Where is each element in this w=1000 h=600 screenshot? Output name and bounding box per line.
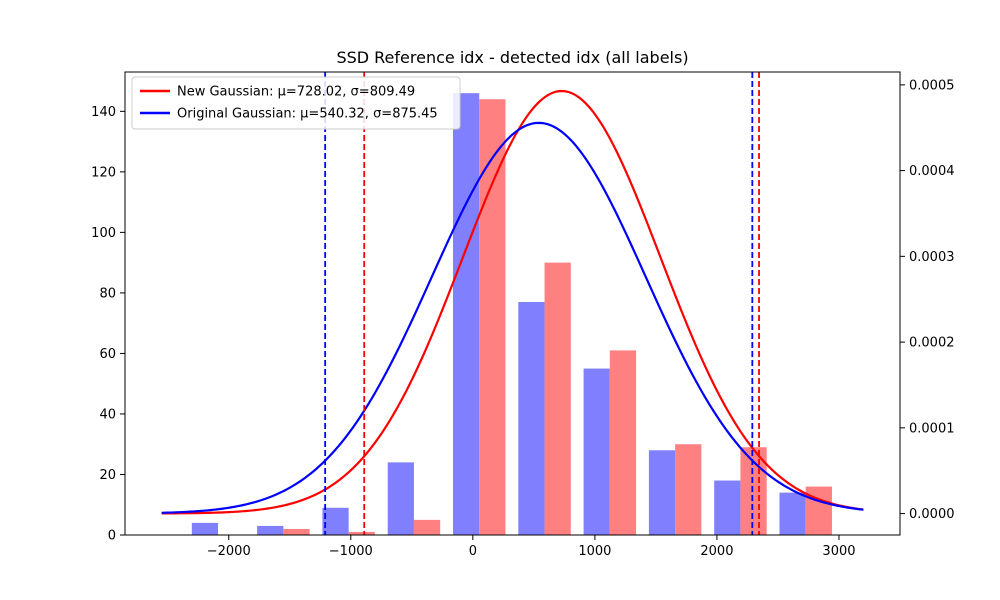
y-tick-label: 120 bbox=[91, 165, 116, 180]
legend-label: New Gaussian: μ=728.02, σ=809.49 bbox=[177, 85, 415, 100]
x-tick-label: 1000 bbox=[578, 544, 611, 559]
y2-tick-label: 0.0005 bbox=[909, 78, 955, 93]
histogram-bar bbox=[675, 444, 702, 535]
y-tick-label: 20 bbox=[99, 468, 116, 483]
histogram-bar bbox=[609, 350, 637, 535]
histogram-bar bbox=[805, 486, 832, 535]
x-tick-label: 0 bbox=[469, 544, 477, 559]
y2-tick-label: 0.0004 bbox=[909, 164, 955, 179]
legend: New Gaussian: μ=728.02, σ=809.49 Original… bbox=[131, 76, 461, 130]
histogram-bar bbox=[648, 450, 676, 535]
y-tick-label: 140 bbox=[91, 105, 116, 120]
y2-tick-label: 0.0002 bbox=[909, 336, 955, 351]
gaussian-curves bbox=[161, 89, 864, 515]
histogram-bar bbox=[257, 525, 284, 535]
y-axis-left: 0 20 40 60 80 100 120 140 bbox=[91, 105, 125, 544]
histogram-bar bbox=[322, 507, 349, 535]
histogram-bar bbox=[544, 262, 571, 535]
legend-box bbox=[131, 76, 461, 130]
histogram-bars bbox=[191, 93, 832, 535]
x-tick-label: 3000 bbox=[822, 544, 855, 559]
histogram-bar bbox=[413, 519, 441, 535]
histogram-bar bbox=[191, 522, 219, 535]
histogram-bar bbox=[387, 462, 414, 535]
histogram-bar bbox=[453, 93, 480, 535]
x-tick-label: 2000 bbox=[700, 544, 733, 559]
histogram-bar bbox=[779, 492, 806, 535]
chart-title: SSD Reference idx - detected idx (all la… bbox=[336, 48, 688, 67]
y-tick-label: 60 bbox=[99, 347, 116, 362]
legend-label: Original Gaussian: μ=540.32, σ=875.45 bbox=[177, 107, 438, 122]
x-tick-label: −1000 bbox=[329, 544, 373, 559]
histogram-bar bbox=[348, 531, 375, 535]
y-tick-label: 40 bbox=[99, 407, 116, 422]
gaussian-curve-1 bbox=[161, 121, 864, 514]
plot-frame bbox=[124, 71, 901, 536]
histogram-bar bbox=[518, 301, 545, 535]
y2-tick-label: 0.0001 bbox=[909, 421, 955, 436]
x-tick-label: −2000 bbox=[207, 544, 251, 559]
gaussian-curve-0 bbox=[161, 89, 864, 515]
histogram-bar bbox=[714, 480, 741, 535]
histogram-bar bbox=[583, 368, 610, 535]
threshold-lines bbox=[324, 72, 760, 535]
y2-tick-label: 0.0000 bbox=[909, 507, 955, 522]
histogram-bar bbox=[283, 528, 310, 535]
y-axis-right: 0.0000 0.0001 0.0002 0.0003 0.0004 0.0005 bbox=[900, 78, 955, 522]
y-tick-label: 100 bbox=[91, 226, 116, 241]
y2-tick-label: 0.0003 bbox=[909, 250, 955, 265]
x-axis: −2000 −1000 0 1000 2000 3000 bbox=[207, 535, 856, 559]
y-tick-label: 80 bbox=[99, 286, 116, 301]
y-tick-label: 0 bbox=[108, 529, 116, 544]
